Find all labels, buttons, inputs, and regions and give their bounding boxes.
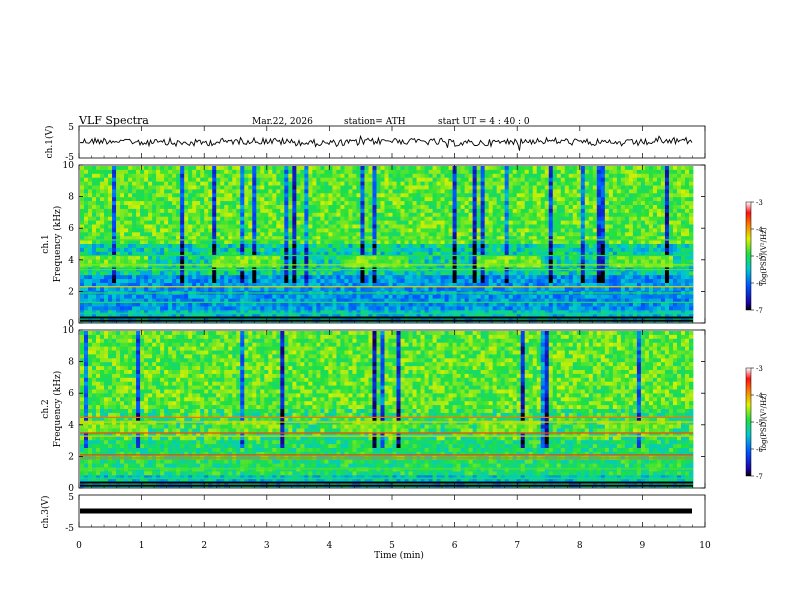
ch1-freq-ytick-label: 6 [68,224,74,234]
ch2-colorbar-label: log(PSD)(V²/Hz) [760,393,768,450]
ch3-waveform-ylabel: ch.3(V) [40,496,51,529]
date-label: Mar.22, 2026 [252,117,313,127]
ch1-colorbar-tick-label: -5 [756,253,763,261]
ch1-freq-ytick-label: 10 [63,161,75,171]
time-tick-label: 7 [514,541,520,551]
ch1-colorbar [745,201,752,311]
ch2-freq-ytick-label: 4 [68,421,74,431]
station-label: station= ATH [344,117,406,127]
time-tick-label: 3 [264,541,270,551]
ch3-ytick-top: 5 [68,493,74,503]
ch1-freq-ytick-label: 2 [68,287,74,297]
time-axis-label: Time (min) [374,550,424,561]
ch3-waveform-panel: 5 -5 ch.3(V) [40,493,706,534]
ch2-freq-ytick-label: 2 [68,452,74,462]
time-tick-label: 6 [452,541,458,551]
time-tick-label: 9 [640,541,646,551]
ch1-waveform-panel: 5 -5 ch.1(V) [44,123,706,163]
ch1-spectrogram-image [80,166,694,323]
ch1-colorbar-tick-label: -7 [756,307,763,315]
ch2-colorbar-tick-label: -3 [756,365,763,373]
ch2-colorbar-tick-label: -6 [756,446,763,454]
ch2-colorbar-tick-label: -5 [756,419,763,427]
figure-title: VLF Spectra [78,114,149,127]
ch2-colorbar [745,367,752,477]
ch1-colorbar-tick-label: -6 [756,280,763,288]
ch2-freq-ytick-label: 0 [68,484,74,494]
ch1-freq-ytick-label: 4 [68,256,74,266]
ch1-channel-label: ch.1 [41,234,51,253]
ch2-colorbar-tick-label: -4 [756,392,763,400]
time-tick-label: 10 [699,541,711,551]
time-tick-label: 5 [389,541,395,551]
time-tick-label: 8 [577,541,583,551]
ch2-freq-ytick-label: 8 [68,358,74,368]
ch1-freq-ytick-label: 8 [68,193,74,203]
ch2-freq-ytick-label: 6 [68,389,74,399]
ch1-waveform-line [79,134,693,151]
ch1-ytick-bottom: -5 [65,153,74,163]
ch2-spectrogram-image [80,331,694,488]
ch3-ytick-bottom: -5 [65,524,74,534]
time-axis: 0 1 2 3 4 5 6 7 8 9 10 [76,126,711,551]
ch1-freq-ylabel: Frequency (kHz) [52,206,63,283]
ch1-colorbar-tick-label: -3 [756,199,763,207]
ch1-ytick-top: 5 [68,123,74,133]
ch1-colorbar-label: log(PSD)(V²/Hz) [760,227,768,284]
time-tick-label: 2 [201,541,207,551]
ch2-channel-label: ch.2 [41,399,51,418]
time-tick-label: 1 [139,541,145,551]
ch1-freq-ytick-label: 0 [68,319,74,329]
ch2-colorbar-tick-label: -7 [756,473,763,481]
start-time-label: start UT = 4 : 40 : 0 [438,117,530,127]
ch2-freq-ylabel: Frequency (kHz) [52,371,63,448]
time-tick-label: 4 [327,541,333,551]
ch1-colorbar-tick-label: -4 [756,226,763,234]
ch1-waveform-ylabel: ch.1(V) [44,126,55,159]
ch2-freq-ytick-label: 10 [63,326,75,336]
time-tick-label: 0 [76,541,82,551]
